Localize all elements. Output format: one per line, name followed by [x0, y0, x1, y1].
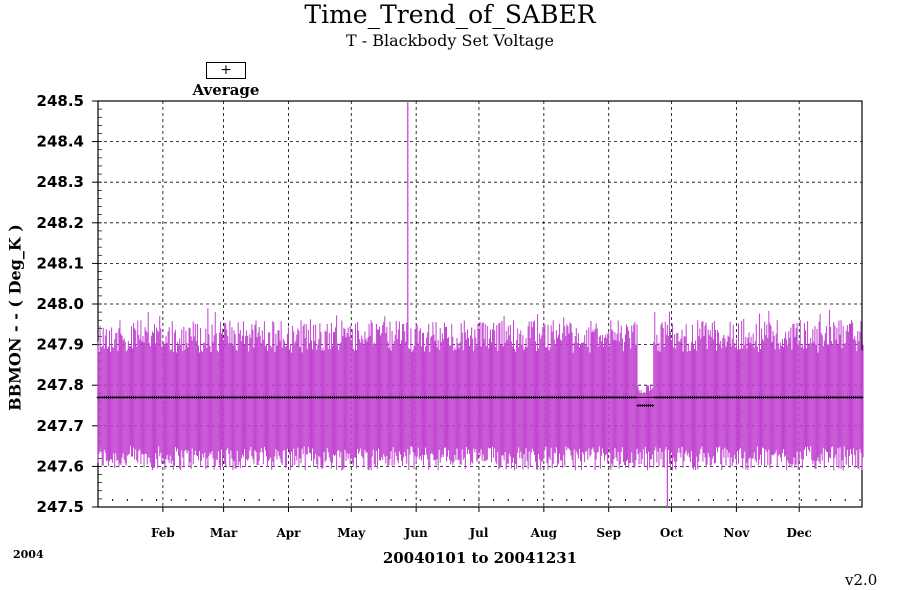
y-tick-label: 248.1	[37, 254, 84, 272]
y-tick-label: 247.6	[37, 457, 84, 475]
y-tick-label: 247.7	[37, 417, 84, 435]
x-tick-label: Dec	[787, 526, 812, 540]
chart-subtitle: T - Blackbody Set Voltage	[345, 31, 555, 50]
legend-symbol: +	[206, 62, 246, 79]
legend-label: Average	[192, 81, 260, 99]
x-tick-label: Jun	[404, 526, 428, 540]
y-tick-label: 247.9	[37, 336, 84, 354]
x-axis-label: 20040101 to 20041231	[382, 549, 578, 567]
x-tick-label: Feb	[151, 526, 175, 540]
y-tick-label: 248.2	[37, 214, 84, 232]
average-marker	[860, 395, 864, 399]
x-tick-label: Apr	[275, 526, 301, 540]
x-tick-label: Jul	[468, 526, 488, 540]
version-label: v2.0	[845, 571, 878, 589]
x-tick-label: May	[337, 526, 366, 540]
y-tick-label: 248.4	[37, 133, 84, 151]
x-tick-label: Sep	[596, 526, 621, 540]
series-ranges	[97, 308, 864, 471]
x-tick-label: Aug	[530, 526, 558, 540]
average-marker	[634, 395, 638, 399]
x-tick-label: Mar	[210, 526, 238, 540]
x-tick-label: Nov	[723, 526, 750, 540]
y-tick-label: 247.8	[37, 376, 84, 394]
x-tick-label: Oct	[660, 526, 684, 540]
average-markers	[96, 395, 864, 407]
chart-title: Time_Trend_of_SABER	[304, 0, 596, 29]
average-marker	[651, 404, 655, 407]
y-tick-label: 248.5	[37, 92, 84, 110]
y-tick-label: 248.3	[37, 173, 84, 191]
y-tick-label: 247.5	[37, 498, 84, 516]
year-label: 2004	[13, 548, 44, 561]
y-tick-label: 248.0	[37, 295, 84, 313]
